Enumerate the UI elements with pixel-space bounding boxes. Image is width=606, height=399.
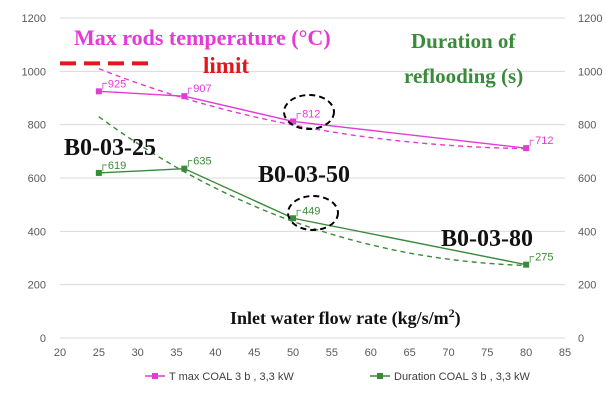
y-tick-label-right: 1000	[578, 66, 602, 78]
data-label: 449	[302, 205, 320, 217]
label-layer: 925 907 812 712 619 635 449 275	[102, 78, 554, 264]
axis-layer: 0 200 400 600 800 1000 1200 0 200 400 600 800 1000 12…	[22, 13, 603, 359]
x-axis-label: Inlet water flow rate (kg/s/m2)	[230, 306, 461, 329]
y-tick-label-right: 400	[578, 226, 596, 238]
label-leader	[102, 82, 107, 90]
data-label: 275	[535, 252, 553, 264]
y-tick-label-left: 1000	[22, 66, 46, 78]
trendline	[98, 116, 527, 267]
y-tick-label-left: 400	[28, 226, 46, 238]
limit-label: limit	[203, 53, 249, 78]
label-leader	[296, 209, 302, 217]
data-marker	[523, 261, 530, 268]
grid-layer	[60, 17, 565, 339]
legend-swatch-marker	[377, 373, 383, 379]
legend-swatch-marker	[152, 373, 158, 379]
y-tick-label-left: 200	[28, 280, 46, 292]
x-tick-label: 45	[248, 347, 260, 359]
x-tick-label: 35	[170, 347, 182, 359]
data-marker	[181, 165, 188, 172]
trend-layer	[98, 68, 527, 267]
x-tick-label: 80	[520, 347, 532, 359]
data-marker	[523, 145, 530, 152]
x-tick-label: 85	[559, 347, 571, 359]
y-tick-label-right: 1200	[578, 13, 602, 25]
title-right-line1: Duration of	[411, 29, 516, 53]
x-tick-label: 30	[132, 347, 144, 359]
y-tick-label-left: 1200	[22, 13, 46, 25]
data-marker	[95, 169, 102, 176]
series-layer	[95, 88, 530, 268]
series-line	[98, 90, 527, 149]
data-marker	[290, 118, 297, 125]
data-label: 925	[108, 78, 126, 90]
y-tick-label-right: 0	[578, 333, 584, 345]
x-tick-label: 25	[93, 347, 105, 359]
highlight-circle-449	[287, 195, 339, 231]
x-tick-label: 65	[403, 347, 415, 359]
data-marker	[181, 93, 188, 100]
legend-label: Duration COAL 3 b , 3,3 kW	[394, 371, 531, 383]
run-label-b0-03-80: B0-03-80	[441, 226, 533, 252]
label-leader	[187, 87, 193, 95]
annotation-layer: limit Max rods temperature (°C) Duration…	[60, 25, 533, 329]
label-leader	[529, 139, 535, 147]
y-tick-label-left: 600	[28, 173, 46, 185]
data-marker	[95, 88, 102, 95]
label-leader	[296, 113, 302, 120]
trendline	[98, 68, 527, 150]
x-tick-label: 40	[209, 347, 221, 359]
y-tick-label-left: 800	[28, 120, 46, 132]
x-tick-label: 70	[442, 347, 454, 359]
data-marker	[290, 215, 297, 222]
data-label: 907	[193, 83, 211, 95]
run-label-b0-03-25: B0-03-25	[64, 135, 156, 161]
data-label: 712	[535, 135, 553, 147]
x-tick-label: 75	[481, 347, 493, 359]
data-label: 619	[108, 160, 126, 172]
label-leader	[187, 160, 193, 167]
data-label: 812	[302, 108, 320, 120]
x-tick-label: 55	[326, 347, 338, 359]
highlight-circle-812	[283, 94, 335, 130]
data-label: 635	[193, 156, 211, 168]
y-tick-label-right: 800	[578, 120, 596, 132]
y-tick-label-right: 600	[578, 173, 596, 185]
y-tick-label-right: 200	[578, 280, 596, 292]
x-tick-label: 60	[365, 347, 377, 359]
legend-label: T max COAL 3 b , 3,3 kW	[169, 371, 294, 383]
x-tick-label: 20	[54, 347, 66, 359]
label-leader	[529, 256, 535, 263]
series-line	[98, 167, 527, 266]
x-tick-label: 50	[287, 347, 299, 359]
label-leader	[102, 164, 107, 171]
title-left: Max rods temperature (°C)	[74, 25, 331, 50]
legend: T max COAL 3 b , 3,3 kW Duration COAL 3 b…	[145, 371, 531, 383]
run-label-b0-03-50: B0-03-50	[258, 162, 350, 188]
title-right-line2: reflooding (s)	[404, 64, 523, 88]
y-tick-label-left: 0	[40, 333, 46, 345]
